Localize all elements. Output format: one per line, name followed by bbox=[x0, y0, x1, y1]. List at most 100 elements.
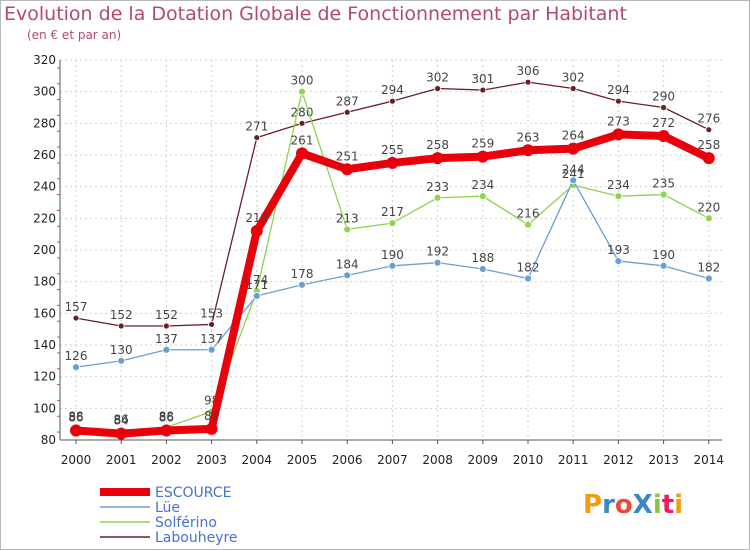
data-label-solferino: 217 bbox=[381, 205, 404, 219]
data-point-lue bbox=[614, 257, 623, 265]
logo-letter: t bbox=[661, 490, 675, 520]
legend-label-labouheyre: Labouheyre bbox=[155, 530, 238, 546]
y-tick-label: 100 bbox=[33, 401, 56, 415]
data-label-lue: 178 bbox=[291, 267, 314, 281]
data-label-solferino: 213 bbox=[336, 211, 359, 225]
data-point-lue bbox=[569, 176, 578, 185]
logo-letter: r bbox=[602, 490, 615, 520]
data-point-lue bbox=[162, 345, 171, 354]
data-point-lue bbox=[207, 345, 216, 354]
data-point-escource bbox=[70, 424, 82, 437]
data-label-escource: 86 bbox=[159, 411, 174, 425]
data-label-lue: 126 bbox=[65, 349, 88, 363]
data-label-labouheyre: 290 bbox=[652, 90, 675, 104]
x-tick-label: 2000 bbox=[61, 453, 92, 467]
data-point-solferino bbox=[388, 219, 397, 227]
data-point-lue bbox=[478, 265, 487, 273]
y-tick-label: 80 bbox=[41, 433, 56, 447]
data-label-escource: 258 bbox=[697, 138, 720, 152]
x-tick-label: 2012 bbox=[603, 453, 634, 467]
data-label-escource: 86 bbox=[68, 411, 83, 425]
y-tick-label: 140 bbox=[33, 338, 56, 352]
chart-subtitle: (en € et par an) bbox=[27, 28, 122, 42]
data-point-escource bbox=[205, 422, 218, 435]
x-tick-label: 2002 bbox=[151, 453, 182, 467]
data-label-escource: 263 bbox=[517, 130, 540, 144]
data-point-escource bbox=[567, 142, 580, 155]
logo-letter: o bbox=[614, 490, 633, 520]
data-point-labouheyre bbox=[524, 78, 532, 86]
data-point-labouheyre bbox=[434, 85, 442, 92]
x-tick-label: 2009 bbox=[468, 453, 499, 467]
data-point-lue bbox=[704, 274, 713, 283]
x-tick-label: 2007 bbox=[377, 453, 408, 467]
data-point-solferino bbox=[524, 220, 532, 229]
data-label-solferino: 174 bbox=[245, 273, 268, 287]
data-label-labouheyre: 153 bbox=[200, 306, 223, 320]
data-label-escource: 255 bbox=[381, 143, 404, 157]
data-label-escource: 84 bbox=[114, 414, 129, 428]
data-point-escource bbox=[657, 130, 670, 142]
data-label-solferino: 86 bbox=[114, 413, 129, 427]
data-label-labouheyre: 294 bbox=[607, 83, 630, 97]
data-label-escource: 258 bbox=[426, 138, 449, 152]
data-point-labouheyre bbox=[660, 104, 667, 111]
x-tick-label: 2003 bbox=[196, 453, 227, 467]
data-label-escource: 273 bbox=[607, 114, 630, 128]
data-label-labouheyre: 152 bbox=[110, 308, 133, 322]
data-point-escource bbox=[476, 150, 489, 163]
data-label-escource: 87 bbox=[204, 409, 219, 423]
y-tick-label: 280 bbox=[33, 116, 56, 130]
y-tick-label: 320 bbox=[33, 53, 56, 67]
data-label-solferino: 88 bbox=[159, 409, 174, 423]
data-point-labouheyre bbox=[162, 322, 170, 330]
x-tick-label: 2013 bbox=[648, 453, 679, 467]
y-tick-label: 200 bbox=[33, 243, 56, 257]
data-point-solferino bbox=[478, 192, 487, 201]
data-point-labouheyre bbox=[343, 108, 351, 116]
data-point-labouheyre bbox=[117, 322, 125, 330]
data-point-solferino bbox=[343, 225, 352, 234]
data-point-escource bbox=[612, 128, 625, 141]
data-point-solferino bbox=[659, 190, 668, 199]
x-tick-label: 2004 bbox=[242, 453, 273, 467]
legend-label-solferino: Solférino bbox=[155, 515, 217, 531]
chart-title: Evolution de la Dotation Globale de Fonc… bbox=[4, 3, 627, 25]
data-label-labouheyre: 276 bbox=[697, 112, 720, 126]
data-label-lue: 190 bbox=[381, 248, 404, 262]
y-tick-label: 240 bbox=[33, 180, 56, 194]
data-label-labouheyre: 294 bbox=[381, 83, 404, 97]
proxiti-logo: ProXiti bbox=[583, 490, 683, 520]
data-label-labouheyre: 157 bbox=[65, 300, 88, 314]
data-point-labouheyre bbox=[615, 97, 622, 105]
data-label-solferino: 234 bbox=[471, 178, 494, 192]
data-label-labouheyre: 306 bbox=[517, 64, 540, 78]
data-label-labouheyre: 152 bbox=[155, 308, 178, 322]
x-tick-label: 2008 bbox=[422, 453, 453, 467]
data-label-lue: 182 bbox=[517, 261, 540, 275]
series-lue: 126 130 137 137 171 178 184 190 192 188 182 244 193 1… bbox=[65, 162, 720, 372]
data-label-lue: 192 bbox=[426, 245, 449, 259]
data-label-solferino: 234 bbox=[607, 178, 630, 192]
y-tick-label: 120 bbox=[33, 370, 56, 384]
x-tick-label: 2014 bbox=[694, 453, 725, 467]
data-point-solferino bbox=[704, 214, 713, 223]
data-point-labouheyre bbox=[298, 119, 306, 127]
data-point-labouheyre bbox=[388, 97, 396, 105]
data-label-escource: 272 bbox=[652, 116, 675, 130]
data-label-labouheyre: 271 bbox=[245, 120, 268, 134]
data-label-solferino: 235 bbox=[652, 177, 675, 191]
x-tick-label: 2005 bbox=[287, 453, 318, 467]
data-point-solferino bbox=[298, 87, 306, 96]
data-label-escource: 259 bbox=[471, 137, 494, 151]
data-label-lue: 171 bbox=[245, 278, 268, 292]
data-label-solferino: 220 bbox=[697, 200, 720, 214]
data-point-lue bbox=[72, 363, 80, 372]
data-point-lue bbox=[298, 280, 306, 289]
y-tick-label: 260 bbox=[33, 148, 56, 162]
data-point-escource bbox=[115, 427, 128, 440]
data-point-escource bbox=[296, 147, 308, 160]
data-label-solferino: 241 bbox=[562, 167, 585, 181]
y-tick-label: 160 bbox=[33, 306, 56, 320]
